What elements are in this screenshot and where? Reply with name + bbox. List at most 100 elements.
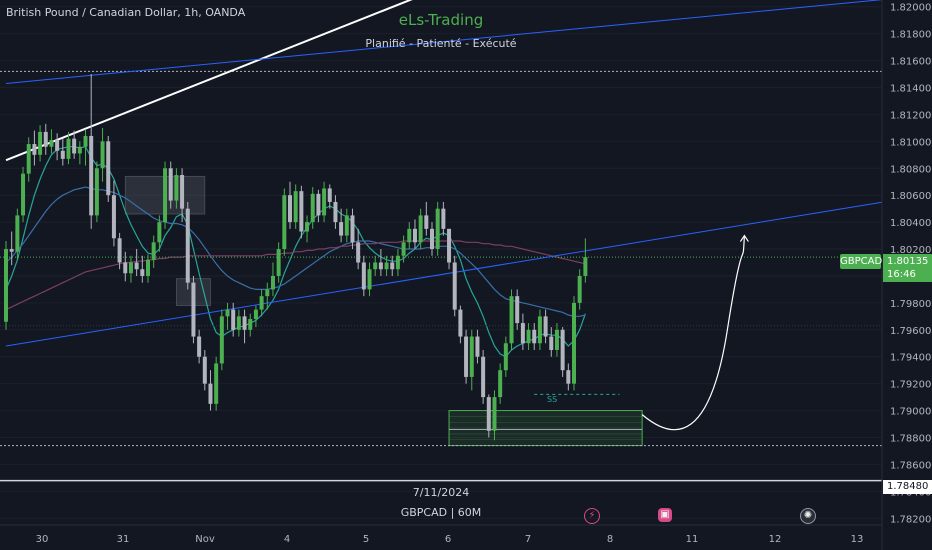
candle-body [350,215,355,243]
candle-body [66,138,71,159]
price-axis: 1.82000 1.81800 1.81600 1.81400 1.81200 1.810… [890,3,931,526]
candle-body [503,343,508,371]
time-tick-label: 11 [686,534,699,545]
candle-body [49,140,54,147]
candle-body [322,188,327,216]
chart-grid [0,6,882,519]
lower-trendline [5,201,883,347]
candle-body [134,262,139,270]
time-axis: 30 31 Nov 4 5 6 7 8 11 12 13 [36,534,864,545]
price-tick-label: 1.81400 [890,84,931,95]
candle-body [447,228,452,263]
candle-body [242,316,247,330]
candle-body [38,131,43,155]
symbol-price-badge: GBPCAD [840,254,883,269]
price-tick-label: 1.80800 [890,164,931,175]
candle-body [418,215,423,243]
candle-body [83,135,88,147]
moving-average-mid [5,186,586,317]
watermark-title: eLs-Trading [398,11,484,29]
candle-body [492,397,497,431]
candle-body [583,257,588,276]
lightning-icon[interactable]: ⚡ [584,508,600,524]
interval-watermark: GBPCAD | 60M [400,506,482,519]
price-tick-label: 1.82000 [890,3,931,14]
candle-body [577,275,582,303]
candle-body [219,316,224,364]
candle-body [128,262,133,274]
candle-body [316,193,321,216]
candle-body [333,201,338,223]
candle-body [15,215,20,252]
price-tick-label: 1.81000 [890,137,931,148]
forecast-arrowhead [739,234,749,242]
flag-icon[interactable]: ✺ [800,508,816,524]
level-label: SS [547,395,558,404]
candle-body [458,309,463,337]
candle-body [180,175,185,209]
candle-body [157,222,162,243]
candle-body [412,228,417,243]
candle-body [441,208,446,229]
candle-body [43,131,48,147]
candle-body [498,370,503,398]
candle-body [361,262,366,290]
price-tick-label: 1.78600 [890,460,931,471]
time-tick-label: 8 [607,534,613,545]
candle-body [21,173,26,216]
price-tick-label: 1.81600 [890,57,931,68]
candle-body [543,316,548,337]
candle-body [60,150,65,159]
candle-body [378,262,383,270]
price-tick-label: 1.80400 [890,218,931,229]
time-tick-label: Nov [195,534,215,545]
candle-body [94,168,99,216]
candle-body [481,356,486,398]
price-tick-label: 1.79000 [890,407,931,418]
time-tick-label: 4 [284,534,290,545]
time-tick-label: 7 [525,534,531,545]
candle-body [384,262,389,270]
candle-body [123,262,128,274]
candle-body [469,336,474,377]
bar-countdown: 16:46 [887,269,916,280]
candle-body [117,238,122,263]
candle-body [435,208,440,250]
candle-body [106,141,111,196]
time-tick-label: 13 [851,534,864,545]
candle-body [560,329,565,371]
price-tick-label: 1.81800 [890,30,931,41]
watermark-subtitle: Planifié - Patienté - Exécuté [365,37,517,50]
date-watermark: 7/11/2024 [412,486,470,499]
candle-body [356,242,361,263]
candle-body [390,262,395,270]
calendar-icon[interactable]: ▣ [658,508,672,522]
candle-body [231,309,236,330]
candle-body [185,208,190,283]
candle-body [248,319,253,330]
candle-body [89,135,94,216]
candle-body [327,188,332,202]
symbol-title[interactable]: British Pound / Canadian Dollar, 1h, OAN… [6,6,246,19]
price-tick-label: 1.78800 [890,434,931,445]
candle-body [293,191,298,223]
candle-body [202,356,207,384]
candle-body [26,144,31,174]
forecast-layer [641,234,749,431]
candle-body [367,269,372,290]
candle-body [163,168,168,223]
candle-body [208,383,213,404]
candle-body [168,168,173,201]
candle-body [100,141,105,169]
forecast-path [641,235,745,431]
candle-body [509,296,514,344]
candle-body [197,336,202,357]
horizontal-line-price-badge: 1.78480 [883,480,932,494]
trendlines-layer [0,0,883,482]
candle-body [72,138,77,154]
time-tick-label: 12 [769,534,782,545]
candle-body [4,249,8,322]
price-tick-label: 1.79400 [890,353,931,364]
